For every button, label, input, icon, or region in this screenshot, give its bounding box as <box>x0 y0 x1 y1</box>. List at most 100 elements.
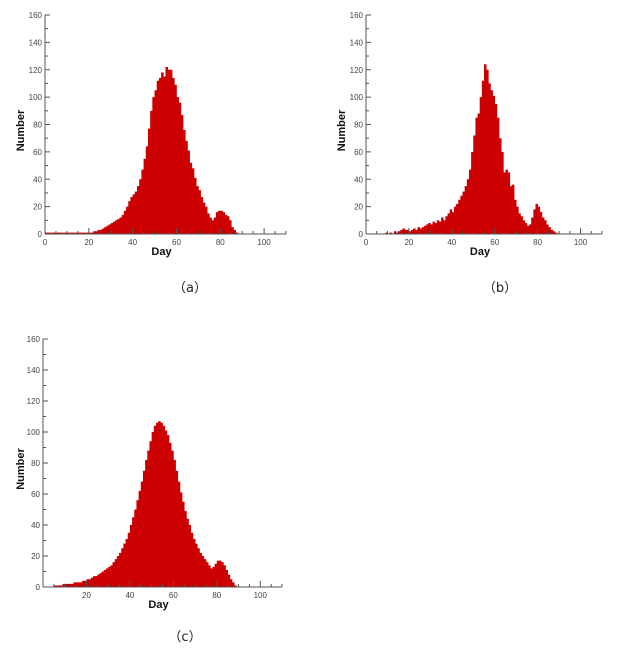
x-tick-label: 60 <box>490 238 499 247</box>
histogram-bar <box>141 169 144 234</box>
histogram-bar <box>520 216 523 234</box>
histogram-bar <box>80 232 83 234</box>
histogram-bar <box>191 168 195 234</box>
histogram-bar <box>518 213 521 234</box>
histogram-bar <box>132 194 136 234</box>
histogram-bar <box>86 232 90 234</box>
histogram-bar <box>436 220 440 234</box>
histogram-bar <box>531 217 534 234</box>
histogram-bar <box>136 500 139 587</box>
histogram-bar <box>95 231 98 234</box>
histogram-bar <box>213 217 217 234</box>
histogram-bar <box>438 221 442 234</box>
histogram-bar <box>174 84 177 234</box>
x-tick-label: 60 <box>169 591 178 600</box>
histogram-bar <box>192 538 196 587</box>
histogram-bar <box>453 206 457 235</box>
y-tick-label: 60 <box>33 148 42 157</box>
histogram-bar <box>507 172 511 234</box>
histogram-bar <box>434 223 438 234</box>
histogram-bar <box>88 579 92 587</box>
x-tick-label: 60 <box>172 238 181 247</box>
histogram-bar <box>142 470 146 587</box>
histogram-bars <box>45 67 239 235</box>
chart-1: 0 20 40 60 80 100 120 140 160 0 20 40 60 80 100 Day Numb… <box>336 11 603 296</box>
histogram-bar <box>218 560 222 587</box>
histogram-bar <box>88 232 92 234</box>
histogram-bar <box>172 77 175 235</box>
histogram-bar <box>546 224 549 234</box>
histogram-bar <box>178 102 182 234</box>
histogram-bar <box>53 585 57 587</box>
y-tick-label: 160 <box>27 335 41 344</box>
histogram-bar <box>471 151 474 235</box>
chart-2: 0 20 40 60 80 100 120 140 160 20 40 60 80 100 Day Numbe… <box>15 335 283 645</box>
histogram-bars <box>385 64 558 235</box>
histogram-bar <box>466 179 470 234</box>
histogram-bar <box>426 224 429 234</box>
y-tick-label: 100 <box>29 93 43 102</box>
y-tick-label: 0 <box>36 583 41 592</box>
histogram-bar <box>116 556 120 587</box>
x-tick-label: 40 <box>447 238 456 247</box>
histogram-bar <box>75 582 79 587</box>
x-tick-label: 80 <box>216 238 225 247</box>
y-tick-label: 120 <box>29 66 43 75</box>
histogram-bar <box>552 231 556 234</box>
histogram-bar <box>183 129 186 234</box>
x-tick-label: 20 <box>404 238 413 247</box>
histogram-bar <box>396 232 399 234</box>
histogram-bar <box>204 206 208 235</box>
y-tick-label: 100 <box>350 93 364 102</box>
histogram-bar <box>73 582 76 587</box>
histogram-bar <box>185 140 188 234</box>
histogram-bar <box>145 459 148 587</box>
histogram-bar <box>97 229 101 234</box>
y-tick-label: 120 <box>27 397 41 406</box>
histogram-bar <box>406 229 410 234</box>
y-tick-label: 160 <box>29 11 43 20</box>
y-tick-label: 60 <box>354 148 363 157</box>
histogram-bar <box>138 490 142 587</box>
histogram-bar <box>201 556 205 587</box>
histogram-bar <box>227 574 231 587</box>
histogram-bar <box>462 191 466 234</box>
histogram-bar <box>64 232 68 234</box>
histogram-bar <box>140 481 144 587</box>
y-tick-label: 160 <box>350 11 364 20</box>
x-tick-label: 100 <box>574 238 588 247</box>
histogram-bar <box>473 135 476 234</box>
histogram-bar <box>223 565 226 587</box>
y-tick-label: 40 <box>33 175 42 184</box>
histogram-bar <box>516 206 519 235</box>
histogram-bar <box>123 210 127 234</box>
histogram-bar <box>503 172 506 234</box>
histogram-bar <box>415 229 418 234</box>
histogram-bar <box>458 199 461 234</box>
y-tick-label: 80 <box>31 459 40 468</box>
histogram-bar <box>443 220 446 234</box>
histogram-bar <box>490 90 493 234</box>
histogram-bar <box>554 232 558 234</box>
chart-0: 0 20 40 60 80 100 120 140 160 0 20 40 60 80 100 Day Numb… <box>15 11 287 296</box>
histogram-bar <box>505 169 508 234</box>
histogram-bar <box>484 64 487 234</box>
histogram-bar <box>156 80 160 234</box>
histogram-bar <box>421 227 425 234</box>
histogram-bar <box>501 151 504 235</box>
histogram-bar <box>179 492 183 587</box>
histogram-bar <box>165 67 169 234</box>
histogram-bar <box>77 582 81 587</box>
histogram-bar <box>190 532 194 587</box>
y-tick-label: 140 <box>27 366 41 375</box>
histogram-bar <box>441 217 444 234</box>
histogram-bar <box>137 186 140 234</box>
histogram-bar <box>117 218 120 234</box>
histogram-bar <box>162 425 166 587</box>
x-axis-label: Day <box>470 246 491 258</box>
histogram-bar <box>232 582 235 587</box>
histogram-bar <box>108 566 111 587</box>
histogram-bar <box>143 158 147 234</box>
histogram-bar <box>196 186 199 234</box>
histogram-bar <box>62 583 66 587</box>
